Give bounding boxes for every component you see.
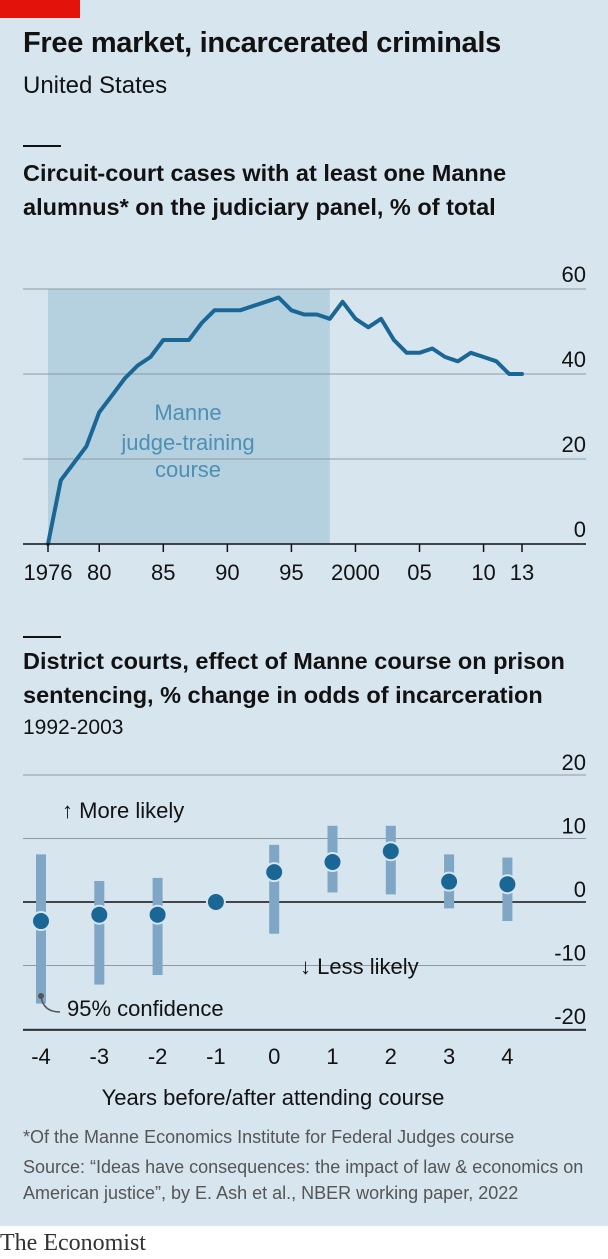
x-tick-label: -3 [90, 1044, 110, 1069]
brand-tab [0, 0, 80, 18]
estimate-dot [31, 911, 51, 932]
estimate-dot [205, 892, 226, 912]
estimate-dot [497, 874, 518, 895]
x-tick-label: 0 [268, 1044, 280, 1069]
ci-pointer-dot [38, 993, 44, 999]
ci-label: 95% confidence [67, 996, 224, 1021]
less-likely-label: ↓ Less likely [300, 954, 419, 979]
estimate-dot [264, 862, 285, 883]
x-tick-label: 3 [443, 1044, 455, 1069]
more-likely-label: ↑ More likely [62, 798, 184, 823]
x-tick-label: 95 [279, 560, 303, 585]
brand-logo: The Economist [0, 1230, 146, 1256]
page-title: Free market, incarcerated criminals [23, 27, 501, 59]
x-tick-label: -1 [206, 1044, 226, 1069]
estimate-dot [380, 841, 401, 862]
x-tick-label: -2 [148, 1044, 168, 1069]
ci-bar [269, 844, 280, 934]
shaded-region [48, 289, 330, 544]
footnote: *Of the Manne Economics Institute for Fe… [23, 1127, 515, 1147]
y-tick-label: 0 [574, 517, 586, 542]
x-tick-label: 4 [501, 1044, 513, 1069]
y-tick-label: 0 [574, 877, 586, 902]
series-line [46, 295, 524, 546]
source-note: Source: “Ideas have consequences: the im… [23, 1157, 584, 1203]
x-tick-label: 85 [151, 560, 175, 585]
x-tick-label: 90 [215, 560, 239, 585]
y-tick-label: 10 [562, 814, 586, 839]
x-tick-label: 1 [326, 1044, 338, 1069]
x-tick-label: 2 [385, 1044, 397, 1069]
shaded-region-label: judge-training [120, 430, 254, 455]
y-tick-label: 20 [562, 432, 586, 457]
y-tick-label: -20 [554, 1004, 586, 1029]
page-subtitle: United States [23, 72, 168, 99]
estimate-dot [147, 904, 168, 925]
x-tick-label: 10 [471, 560, 495, 585]
line-chart-title: Circuit-court cases with at least one Ma… [23, 160, 507, 220]
estimate-dot [439, 871, 460, 892]
x-tick-label: -4 [31, 1044, 51, 1069]
dot-chart-title: District courts, effect of Manne course … [23, 648, 565, 708]
ci-bar [94, 881, 105, 985]
x-tick-label: 05 [407, 560, 431, 585]
x-tick-label: 2000 [331, 560, 380, 585]
y-tick-label: 40 [562, 347, 586, 372]
estimate-dot [89, 904, 110, 925]
dot-chart-subtitle: 1992-2003 [23, 716, 124, 739]
x-tick-label: 80 [87, 560, 111, 585]
x-tick-label: 13 [510, 560, 534, 585]
shaded-region-label: Manne [154, 400, 221, 425]
section-rule-1 [23, 145, 61, 147]
y-tick-label: 20 [562, 750, 586, 775]
section-rule-2 [23, 636, 61, 638]
estimate-dot [322, 851, 343, 872]
x-axis-title: Years before/after attending course [102, 1085, 445, 1110]
y-tick-label: 60 [562, 262, 586, 287]
y-tick-label: -10 [554, 941, 586, 966]
ci-bar [152, 877, 163, 976]
shaded-region-label: course [155, 457, 221, 482]
chart-panel [0, 0, 608, 1226]
x-tick-label: 1976 [24, 560, 73, 585]
